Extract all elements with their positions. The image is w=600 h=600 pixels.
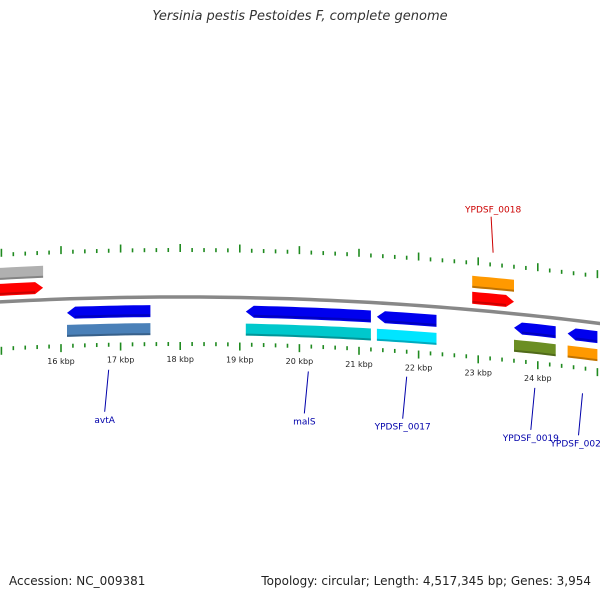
gene-label: YPDSF_0019: [502, 434, 559, 444]
tick-label: 24 kbp: [524, 374, 552, 383]
tick-label: 18 kbp: [166, 355, 194, 364]
gene-YPDSF_0017: [376, 311, 437, 345]
feature-bar-shade: [514, 349, 556, 357]
cds-arrow: [245, 305, 371, 323]
feature-bar-shade: [472, 285, 514, 292]
feature-bar: [376, 328, 437, 345]
tick-label: 19 kbp: [226, 356, 254, 365]
feature-bar: [67, 323, 151, 337]
accession-text: Accession: NC_009381: [9, 574, 146, 588]
cds-arrow-shade: [575, 337, 598, 343]
gene-malS: [245, 305, 371, 341]
gene-layer: [0, 265, 598, 362]
gene-label: malS: [293, 417, 316, 427]
genome-summary-text: Topology: circular; Length: 4,517,345 bp…: [261, 574, 591, 588]
feature-bar: [0, 265, 44, 280]
gene-label: avtA: [94, 416, 115, 426]
tick-label: 20 kbp: [286, 357, 314, 366]
feature-bar-shade: [567, 355, 598, 362]
feature-bar: [472, 275, 514, 292]
tick-layer: 16 kbp 17 kbp 18 kbp 19 kbp 20 kbp 21 kbp 22 k…: [0, 244, 599, 383]
feature-bar: [567, 345, 598, 362]
gene-label: YPDSF_0020: [549, 439, 600, 449]
gene-YPDSF_0020: [567, 328, 598, 362]
gene-YPDSF_0019: [514, 322, 556, 357]
gene-left-cut: [0, 265, 44, 296]
cds-arrow-shade: [522, 331, 556, 338]
feature-bar-shade: [376, 338, 437, 345]
gene-label: YPDSF_0017: [374, 423, 431, 433]
feature-bar: [514, 339, 556, 357]
gene-YPDSF_0018: [472, 275, 514, 307]
cds-arrow: [472, 291, 514, 307]
tick-label: 21 kbp: [345, 360, 373, 369]
tick-label: 16 kbp: [47, 357, 75, 366]
cds-arrow: [567, 328, 598, 344]
cds-arrow-shade: [384, 320, 437, 326]
feature-bar-shade: [67, 333, 151, 337]
cds-arrow-shade: [472, 300, 506, 306]
genome-backbone: [0, 295, 600, 326]
gene-avtA: [67, 305, 151, 337]
cds-arrow: [67, 305, 151, 319]
tick-label: 17 kbp: [107, 356, 135, 365]
feature-bar-shade: [0, 275, 44, 280]
cds-arrow: [514, 322, 556, 339]
gene-label-line: [303, 371, 309, 414]
gene-label: YPDSF_0018: [464, 206, 521, 216]
feature-bar: [245, 323, 371, 341]
gene-label-line: [578, 393, 583, 436]
tick-label: 22 kbp: [405, 364, 433, 373]
gene-label-line: [402, 376, 408, 419]
cds-arrow: [0, 282, 44, 296]
feature-bar-shade: [245, 333, 371, 341]
cds-arrow-shade: [0, 291, 36, 295]
gene-label-line: [530, 387, 536, 430]
gene-label-line: [104, 369, 110, 412]
gene-label-layer: avtA malS YPDSF_0017 YPDSF_0018 YPDSF_0019YP…: [94, 206, 600, 450]
cds-arrow: [376, 311, 437, 327]
gene-label-line: [490, 216, 494, 253]
map-title: Yersinia pestis Pestoides F, complete ge…: [152, 9, 448, 24]
cds-arrow-shade: [75, 314, 151, 318]
cds-arrow-shade: [253, 314, 371, 322]
tick-label: 23 kbp: [464, 368, 492, 377]
